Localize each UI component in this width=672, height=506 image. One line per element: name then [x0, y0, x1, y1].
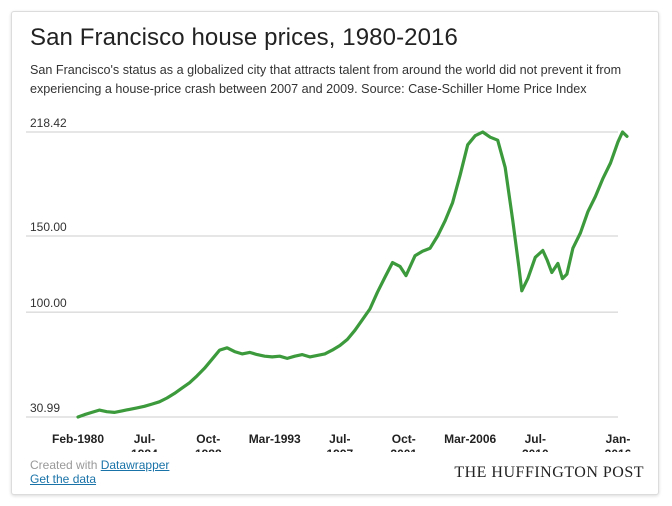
- datawrapper-link[interactable]: Datawrapper: [100, 458, 170, 472]
- x-tick-label: Feb-1980: [52, 432, 104, 446]
- y-tick-label: 218.42: [30, 116, 67, 130]
- x-tick-label: Jul-1984: [131, 432, 158, 452]
- chart-card: San Francisco house prices, 1980-2016 Sa…: [11, 11, 659, 495]
- x-tick-label: Jul-1997: [327, 432, 354, 452]
- chart-title: San Francisco house prices, 1980-2016: [30, 24, 458, 51]
- x-tick-label: Mar-2006: [444, 432, 496, 446]
- y-tick-label: 30.99: [30, 401, 60, 415]
- x-tick-label: Jan-2016: [605, 432, 632, 452]
- get-data-link[interactable]: Get the data: [30, 472, 97, 486]
- x-tick-label: Oct-2001: [390, 432, 417, 452]
- huffington-post-logo: THE HUFFINGTON POST: [454, 464, 644, 481]
- price-series-line: [76, 130, 629, 419]
- chart-subtitle: San Francisco's status as a globalized c…: [30, 63, 622, 96]
- x-tick-label: Oct-1988: [195, 432, 222, 452]
- x-tick-label: Mar-1993: [249, 432, 301, 446]
- chart-credits: Created with Datawrapper Get the data: [30, 458, 169, 486]
- created-with-text: Created with: [30, 458, 98, 472]
- y-tick-label: 100.00: [30, 296, 67, 310]
- line-chart: 218.42 150.00 100.00 30.99 Feb-1980 Jul-1984 O…: [26, 116, 632, 452]
- y-tick-label: 150.00: [30, 220, 67, 234]
- x-tick-label: Jul-2010: [522, 432, 549, 452]
